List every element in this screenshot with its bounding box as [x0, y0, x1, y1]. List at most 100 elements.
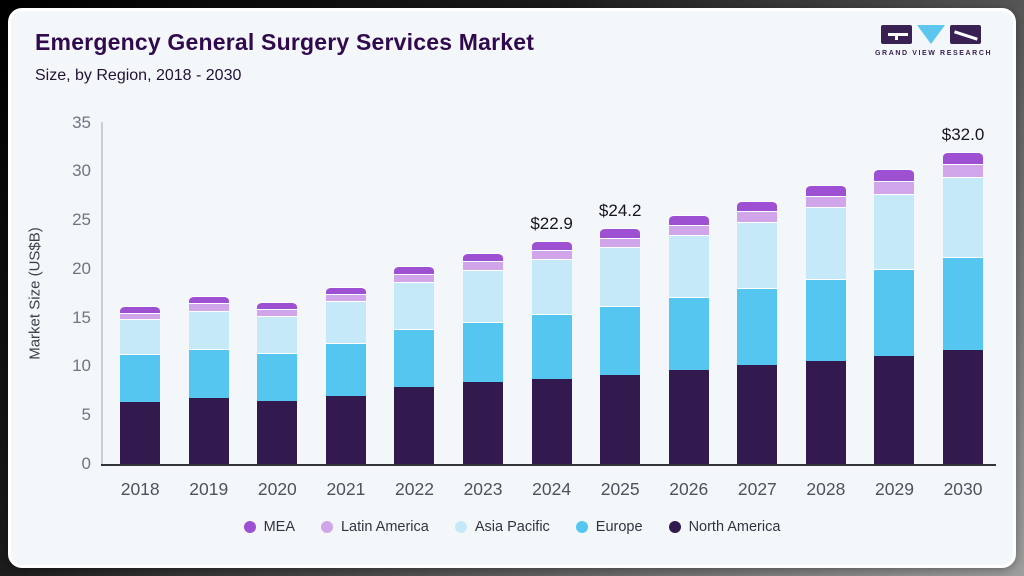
legend-item-latin-america[interactable]: Latin America: [320, 519, 429, 535]
bar-segment-asia-pacific-2021[interactable]: [325, 301, 366, 344]
bar-segment-asia-pacific-2028[interactable]: [805, 207, 846, 279]
logo-r-block: [950, 25, 981, 44]
bar-segment-europe-2024[interactable]: [531, 313, 572, 380]
bar-segment-latin-america-2024[interactable]: [531, 250, 572, 260]
x-axis-label: 2024: [532, 479, 572, 499]
grand-view-research-logo: GRAND VIEW RESEARCH: [875, 25, 991, 57]
bar-segment-mea-2024[interactable]: [531, 240, 572, 251]
bar-segment-mea-2027[interactable]: [737, 200, 778, 212]
bar-segment-north-america-2020[interactable]: [257, 400, 298, 464]
bar-segment-latin-america-2028[interactable]: [805, 195, 846, 208]
bar-segment-mea-2026[interactable]: [668, 215, 709, 226]
y-axis-line: [101, 121, 103, 464]
bar-segment-asia-pacific-2019[interactable]: [188, 310, 229, 349]
bar-segment-europe-2028[interactable]: [805, 278, 846, 361]
bar-segment-north-america-2029[interactable]: [874, 355, 915, 464]
x-axis-label: 2029: [875, 479, 914, 499]
bar-segment-asia-pacific-2029[interactable]: [874, 193, 915, 269]
bar-segment-north-america-2023[interactable]: [463, 382, 504, 464]
bar-segment-north-america-2028[interactable]: [805, 360, 846, 464]
legend-label: MEA: [263, 519, 295, 535]
bar-segment-north-america-2027[interactable]: [737, 365, 778, 464]
bar-segment-latin-america-2019[interactable]: [188, 303, 229, 311]
bar-segment-north-america-2019[interactable]: [188, 397, 229, 464]
bar-segment-europe-2027[interactable]: [737, 288, 778, 366]
bar-segment-mea-2028[interactable]: [805, 185, 846, 196]
bar-segment-mea-2019[interactable]: [188, 296, 229, 304]
bar-segment-latin-america-2027[interactable]: [737, 211, 778, 223]
bar-value-label: $22.9: [530, 213, 573, 233]
bar-segment-mea-2025[interactable]: [600, 227, 641, 238]
chart-card: Emergency General Surgery Services Marke…: [8, 8, 1016, 568]
bar-segment-asia-pacific-2020[interactable]: [257, 315, 298, 353]
x-axis-label: 2023: [463, 479, 503, 499]
x-axis-label: 2018: [120, 479, 160, 499]
bar-segment-asia-pacific-2030[interactable]: [943, 177, 984, 258]
bar-segment-latin-america-2023[interactable]: [463, 261, 504, 270]
bar-segment-europe-2020[interactable]: [257, 352, 298, 401]
bar-segment-latin-america-2022[interactable]: [394, 273, 435, 282]
x-axis-label: 2027: [737, 479, 777, 499]
x-axis-label: 2025: [600, 479, 640, 499]
legend-item-asia-pacific[interactable]: Asia Pacific: [454, 519, 550, 535]
bar-segment-mea-2022[interactable]: [394, 265, 435, 274]
bar-segment-asia-pacific-2025[interactable]: [600, 247, 641, 306]
bar-value-label: $32.0: [941, 124, 985, 144]
legend-item-europe[interactable]: Europe: [575, 519, 643, 535]
logo-v-triangle: [917, 25, 945, 44]
bar-segment-asia-pacific-2018[interactable]: [120, 318, 161, 354]
bar-segment-mea-2018[interactable]: [120, 305, 161, 313]
bar-segment-europe-2026[interactable]: [668, 297, 709, 371]
gvr-logo-icon: [875, 25, 987, 45]
legend-item-north-america[interactable]: North America: [668, 519, 781, 535]
bar-segment-asia-pacific-2022[interactable]: [394, 281, 435, 330]
y-tick-label: 10: [72, 356, 91, 376]
bar-segment-latin-america-2020[interactable]: [257, 308, 298, 316]
bar-segment-latin-america-2021[interactable]: [325, 294, 366, 302]
legend-label: Europe: [595, 519, 643, 535]
bar-segment-latin-america-2026[interactable]: [668, 225, 709, 235]
bar-segment-asia-pacific-2024[interactable]: [531, 259, 572, 314]
legend-label: North America: [688, 519, 781, 535]
logo-g-block: [881, 25, 912, 44]
bar-segment-latin-america-2025[interactable]: [600, 237, 641, 248]
bar-segment-asia-pacific-2026[interactable]: [668, 234, 709, 298]
bar-segment-north-america-2018[interactable]: [120, 401, 161, 464]
bar-segment-europe-2021[interactable]: [325, 343, 366, 396]
bar-segment-latin-america-2030[interactable]: [943, 163, 984, 178]
bar-segment-north-america-2030[interactable]: [943, 349, 984, 464]
page-subtitle: Size, by Region, 2018 - 2030: [35, 67, 242, 84]
bar-segment-europe-2019[interactable]: [188, 348, 229, 398]
y-tick-label: 25: [72, 210, 91, 230]
bar-segment-europe-2030[interactable]: [943, 257, 984, 350]
bar-segment-mea-2020[interactable]: [257, 302, 298, 309]
bar-segment-latin-america-2018[interactable]: [120, 312, 161, 319]
bar-segment-europe-2023[interactable]: [463, 321, 504, 383]
y-tick-label: 5: [81, 405, 91, 425]
legend-item-mea[interactable]: MEA: [243, 519, 295, 535]
x-axis-label: 2021: [326, 479, 366, 499]
bar-segment-europe-2022[interactable]: [394, 329, 435, 387]
bar-segment-mea-2030[interactable]: [943, 151, 984, 164]
bar-segment-north-america-2022[interactable]: [394, 386, 435, 464]
bar-segment-mea-2021[interactable]: [325, 287, 366, 295]
bar-segment-mea-2029[interactable]: [874, 169, 915, 182]
bar-segment-europe-2018[interactable]: [120, 353, 161, 402]
legend-label: Latin America: [340, 519, 429, 535]
bar-segment-europe-2025[interactable]: [600, 305, 641, 376]
x-axis-label: 2030: [943, 479, 983, 499]
bar-segment-north-america-2026[interactable]: [668, 370, 709, 464]
bar-segment-north-america-2021[interactable]: [325, 395, 366, 464]
legend-dot-icon: [243, 521, 256, 533]
bar-segment-mea-2023[interactable]: [463, 253, 504, 262]
bar-segment-north-america-2024[interactable]: [531, 379, 572, 464]
legend: MEA Latin America Asia Pacific Europe North …: [11, 519, 1013, 535]
bar-segment-latin-america-2029[interactable]: [874, 181, 915, 194]
bar-segment-asia-pacific-2027[interactable]: [737, 222, 778, 289]
bar-segment-north-america-2025[interactable]: [600, 375, 641, 464]
bar-segment-asia-pacific-2023[interactable]: [463, 269, 504, 322]
x-axis-label: 2019: [189, 479, 229, 499]
y-tick-label: 30: [72, 161, 91, 181]
x-axis-label: 2020: [257, 479, 297, 499]
bar-segment-europe-2029[interactable]: [874, 268, 915, 356]
